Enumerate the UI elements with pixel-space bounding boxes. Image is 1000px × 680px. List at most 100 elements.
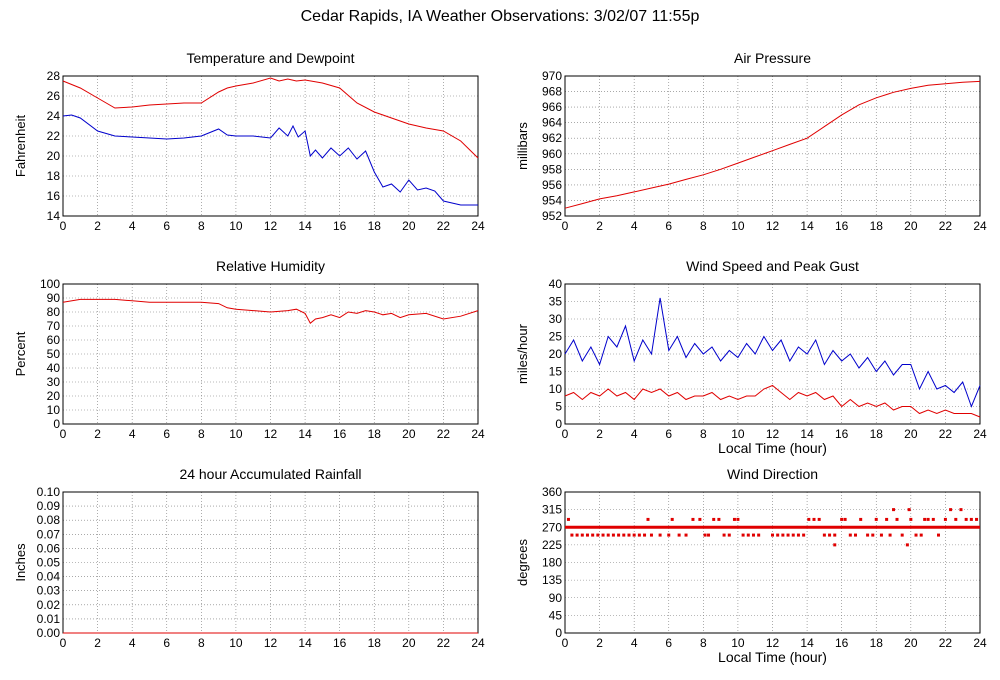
page-title: Cedar Rapids, IA Weather Observations: 3… <box>300 8 700 25</box>
data-point <box>712 517 716 521</box>
x-tick-label: 0 <box>60 427 67 441</box>
y-tick-label: 954 <box>542 193 562 207</box>
y-tick-label: 0.01 <box>37 612 61 626</box>
y-tick-label: 0 <box>555 417 562 431</box>
x-tick-label: 8 <box>198 636 205 650</box>
x-tick-label: 4 <box>631 427 638 441</box>
y-tick-label: 960 <box>542 147 562 161</box>
data-point <box>888 533 892 537</box>
x-tick-label: 0 <box>60 219 67 233</box>
data-point <box>937 533 940 537</box>
data-point <box>570 533 574 537</box>
data-point <box>717 517 721 521</box>
y-axis-label: degrees <box>515 539 530 586</box>
data-point <box>786 533 790 537</box>
y-tick-label: 60 <box>47 333 61 347</box>
x-tick-label: 10 <box>731 219 745 233</box>
y-tick-label: 0.03 <box>37 584 61 598</box>
x-tick-label: 4 <box>129 636 136 650</box>
data-point <box>833 543 837 547</box>
y-tick-label: 50 <box>47 347 61 361</box>
x-tick-label: 24 <box>471 219 485 233</box>
x-tick-label: 14 <box>298 636 312 650</box>
y-tick-label: 0.08 <box>37 513 61 527</box>
data-point <box>874 517 878 521</box>
data-point <box>959 508 963 512</box>
x-tick-label: 6 <box>665 636 672 650</box>
data-point <box>905 543 909 547</box>
y-tick-label: 15 <box>549 365 563 379</box>
y-tick-label: 0.02 <box>37 598 61 612</box>
data-point <box>892 508 896 512</box>
x-tick-label: 6 <box>665 219 672 233</box>
data-point <box>632 533 636 537</box>
x-tick-label: 2 <box>596 219 603 233</box>
y-tick-label: 270 <box>542 520 562 534</box>
y-tick-label: 0.10 <box>37 485 61 499</box>
data-point <box>746 533 750 537</box>
plot-frame <box>62 75 479 217</box>
x-tick-label: 0 <box>60 636 67 650</box>
x-tick-label: 8 <box>700 636 707 650</box>
data-point <box>727 533 731 537</box>
x-tick-label: 10 <box>229 427 243 441</box>
x-tick-label: 8 <box>700 219 707 233</box>
data-point <box>923 517 927 521</box>
plot-frame <box>62 283 479 425</box>
x-tick-label: 12 <box>766 636 780 650</box>
chart-0: 0 2 4 6 8 10 12 14 16 18 20 22 241416182022242628Tem… <box>13 50 485 233</box>
data-point <box>601 533 605 537</box>
x-tick-label: 18 <box>870 636 884 650</box>
chart-title: Relative Humidity <box>216 258 325 274</box>
data-point <box>802 533 806 537</box>
series-line-0 <box>62 298 479 324</box>
data-point <box>926 517 930 521</box>
x-tick-label: 4 <box>631 636 638 650</box>
x-tick-label: 10 <box>731 427 745 441</box>
chart-title: Air Pressure <box>734 50 811 66</box>
chart-5: 0 2 4 6 8 10 12 14 16 18 20 22 240459013518022527031… <box>515 466 987 665</box>
data-point <box>751 533 755 537</box>
data-point <box>909 517 913 521</box>
y-tick-label: 0.06 <box>37 541 61 555</box>
y-tick-label: 952 <box>542 209 562 223</box>
chart-2: 0 2 4 6 8 10 12 14 16 18 20 22 240102030405060708090… <box>13 258 485 441</box>
data-point <box>914 533 918 537</box>
x-tick-label: 10 <box>229 219 243 233</box>
x-tick-label: 4 <box>129 219 136 233</box>
x-tick-label: 8 <box>198 427 205 441</box>
x-tick-label: 0 <box>562 427 569 441</box>
x-tick-label: 16 <box>333 636 347 650</box>
x-tick-label: 12 <box>264 219 278 233</box>
data-point <box>879 533 883 537</box>
x-tick-label: 8 <box>198 219 205 233</box>
y-tick-label: 90 <box>47 291 61 305</box>
data-point <box>975 517 979 521</box>
x-tick-label: 14 <box>298 219 312 233</box>
x-tick-label: 6 <box>163 636 170 650</box>
data-point <box>954 517 958 521</box>
plot-frame <box>564 75 981 217</box>
data-point <box>781 533 785 537</box>
x-tick-label: 18 <box>870 219 884 233</box>
x-tick-label: 20 <box>402 219 416 233</box>
data-point <box>969 517 973 521</box>
data-point <box>741 533 745 537</box>
y-tick-label: 30 <box>47 375 61 389</box>
x-tick-label: 18 <box>870 427 884 441</box>
x-tick-label: 2 <box>596 427 603 441</box>
data-point <box>776 533 780 537</box>
x-tick-label: 6 <box>163 219 170 233</box>
data-point <box>848 533 852 537</box>
x-tick-label: 24 <box>471 636 485 650</box>
data-point <box>828 533 832 537</box>
data-point <box>566 517 570 521</box>
y-tick-label: 0.00 <box>37 626 61 640</box>
x-tick-label: 22 <box>437 427 451 441</box>
data-point <box>658 533 662 537</box>
x-tick-label: 20 <box>402 427 416 441</box>
y-tick-label: 24 <box>47 109 61 123</box>
y-tick-label: 40 <box>549 277 563 291</box>
x-tick-label: 16 <box>333 427 347 441</box>
y-tick-label: 0.05 <box>37 556 61 570</box>
